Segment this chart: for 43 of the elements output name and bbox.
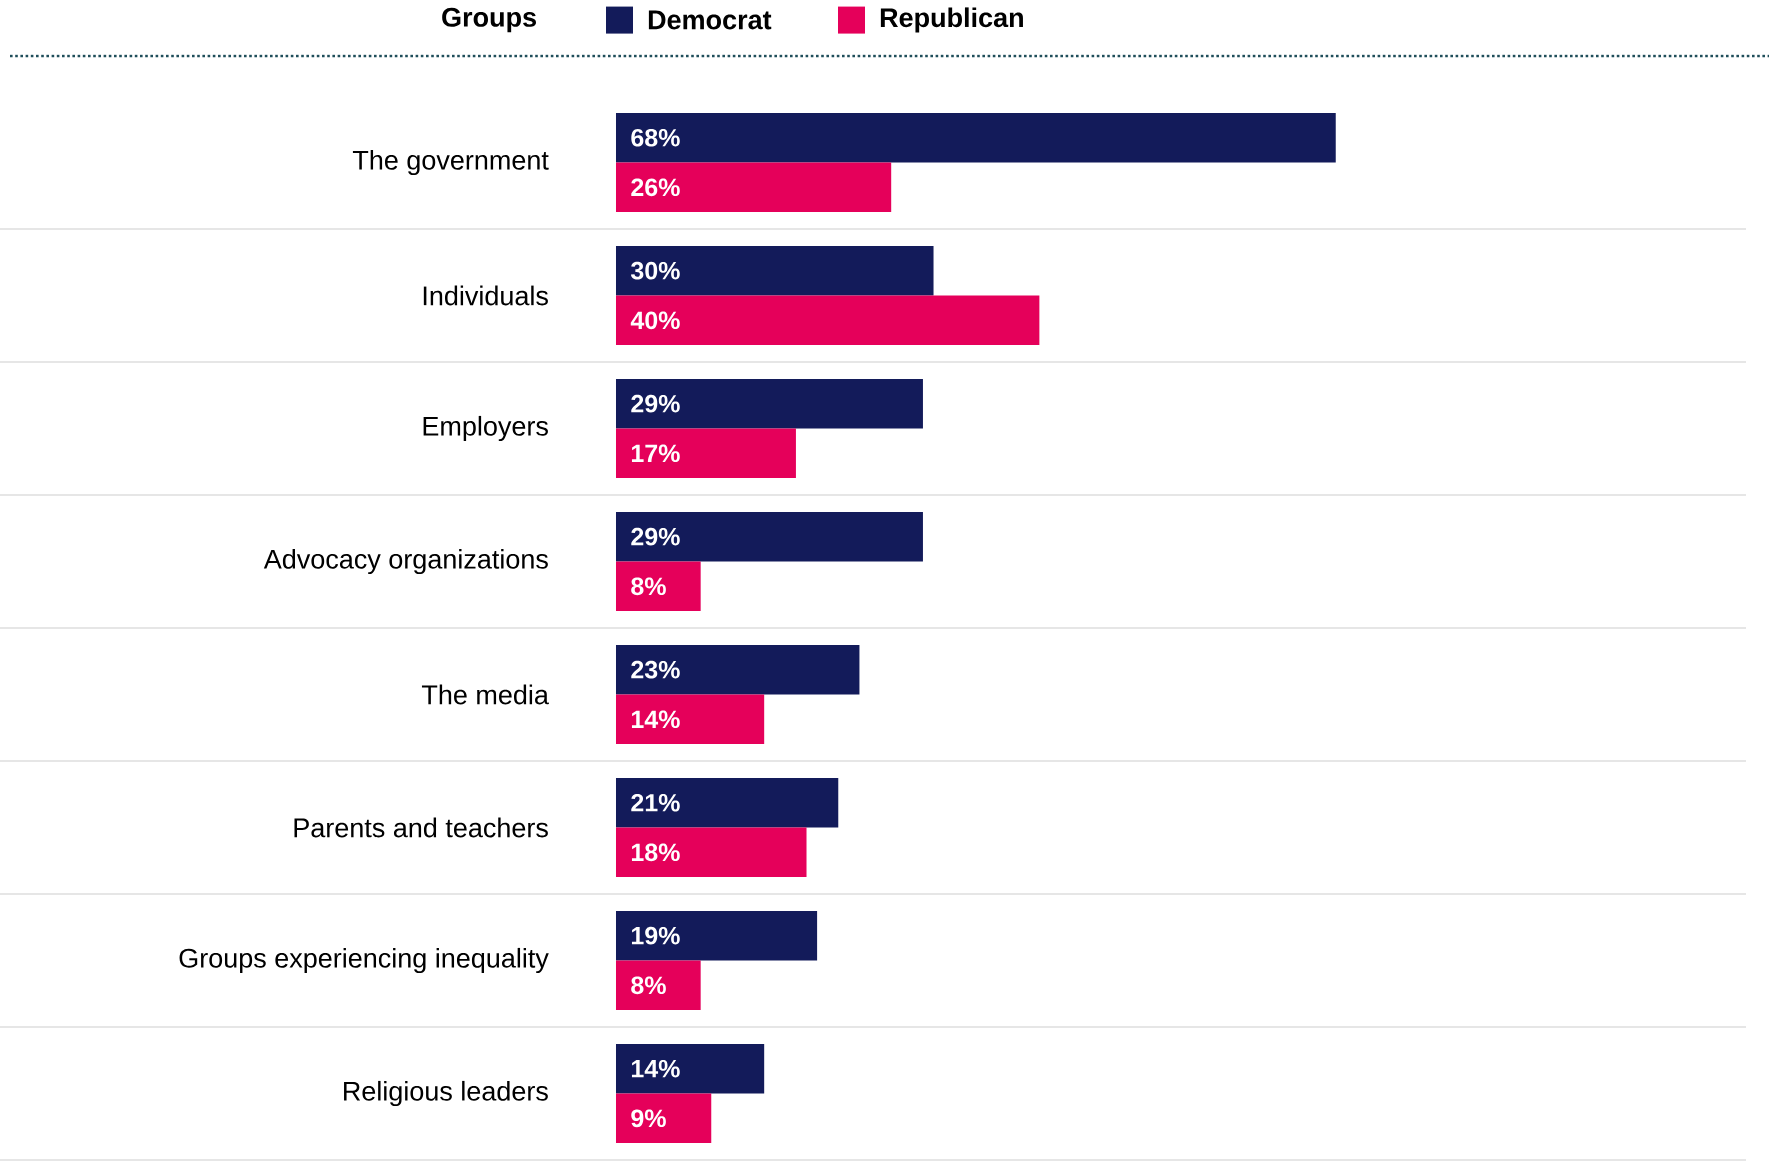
data-label: 23%: [631, 660, 680, 679]
y-tick-label: Advocacy organizations: [263, 548, 548, 575]
data-label: 21%: [631, 793, 680, 812]
legend-title: Groups: [442, 7, 536, 33]
y-tick-label: The media: [421, 684, 549, 705]
data-label: 68%: [631, 128, 680, 147]
data-label: 29%: [631, 527, 680, 546]
legend-label: Democrat: [648, 10, 772, 30]
data-label: 29%: [631, 394, 680, 413]
bar: [616, 777, 839, 828]
y-tick-label: Individuals: [423, 285, 548, 306]
bar: [616, 378, 923, 429]
bar: [616, 827, 807, 878]
bar: [616, 1093, 712, 1144]
data-label: 40%: [630, 311, 680, 330]
y-tick-label: Groups experiencing inequality: [179, 947, 549, 974]
bar: [616, 162, 892, 213]
data-label: 19%: [631, 926, 680, 945]
bar: [616, 561, 701, 612]
data-label: 8%: [631, 577, 666, 596]
bar: [616, 295, 1040, 346]
data-label: 14%: [631, 1059, 680, 1078]
data-label: 26%: [631, 178, 680, 197]
data-label: 14%: [631, 710, 680, 729]
y-tick-label: Parents and teachers: [294, 817, 548, 838]
data-label: 30%: [630, 261, 680, 280]
bar: [616, 1043, 765, 1094]
bar: [616, 112, 1336, 163]
bar: [616, 511, 923, 562]
y-tick-label: Employers: [423, 415, 548, 442]
bar: [616, 694, 765, 745]
data-label: 9%: [631, 1109, 666, 1128]
y-tick-label: Religious leaders: [344, 1080, 548, 1107]
bar: [616, 428, 796, 479]
legend-label: Republican: [880, 7, 1023, 33]
y-tick-label: The government: [352, 149, 549, 176]
bar: [616, 644, 860, 695]
data-label: 17%: [631, 444, 680, 463]
bar: [616, 245, 934, 296]
bar: [616, 960, 701, 1011]
data-label: 8%: [631, 976, 666, 995]
bar: [616, 910, 818, 961]
data-label: 18%: [631, 843, 680, 862]
